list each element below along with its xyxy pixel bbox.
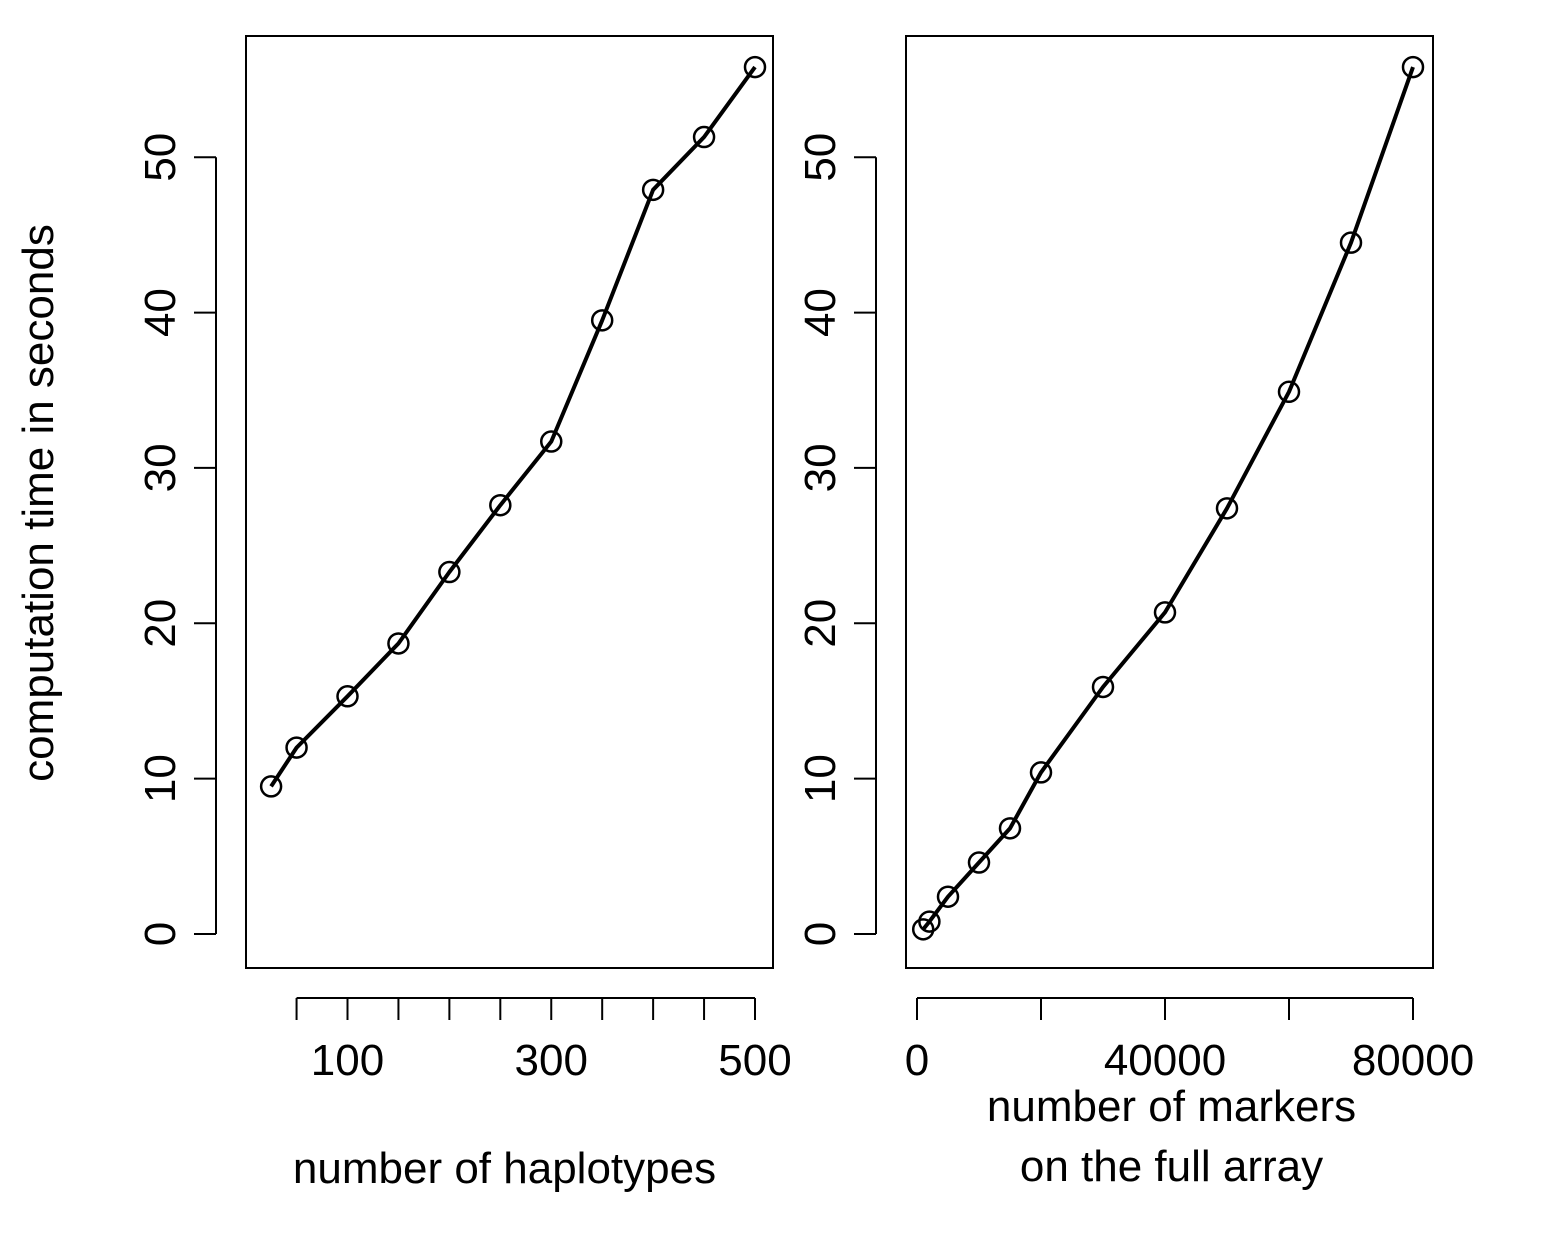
- y-tick-label: 20: [136, 599, 185, 648]
- x-tick-label: 100: [311, 1036, 384, 1085]
- data-point: [692, 125, 716, 149]
- y-axis-label: computation time in seconds: [14, 224, 63, 782]
- x-axis-label: on the full array: [1020, 1142, 1323, 1191]
- y-tick-label: 40: [136, 288, 185, 337]
- data-point: [1153, 601, 1177, 624]
- data-point: [918, 910, 941, 933]
- panel-haplotypes: 100 300 500 0 10 20 30 40 50 number of haplotypes: [136, 35, 792, 1193]
- y-tick-label: 50: [796, 133, 845, 182]
- data-point: [743, 55, 767, 79]
- y-tick-label: 0: [136, 922, 185, 946]
- data-point: [1277, 380, 1301, 404]
- panel-markers: 0 40000 80000 0 10 20 30 40 50 number of markers o…: [796, 35, 1474, 1191]
- y-tick-label: 40: [796, 288, 845, 337]
- data-point: [967, 851, 991, 874]
- y-tick-label: 50: [136, 133, 185, 182]
- y-tick-label: 20: [796, 599, 845, 648]
- data-point: [438, 560, 461, 584]
- data-point: [1091, 675, 1115, 699]
- data-point: [489, 493, 512, 517]
- data-point: [998, 817, 1022, 840]
- data-point: [387, 632, 410, 655]
- data-point: [1215, 497, 1239, 520]
- series-line: [269, 65, 757, 788]
- series-line: [921, 66, 1415, 931]
- data-point: [540, 430, 563, 453]
- data-point: [1029, 761, 1053, 784]
- data-point: [285, 736, 308, 759]
- x-tick-label: 80000: [1352, 1036, 1474, 1085]
- x-axis-label: number of haplotypes: [293, 1144, 716, 1193]
- data-point: [1339, 231, 1363, 254]
- x-tick-label: 40000: [1104, 1036, 1226, 1085]
- y-tick-label: 30: [136, 443, 185, 492]
- data-point: [259, 775, 283, 798]
- x-tick-label: 300: [515, 1036, 588, 1085]
- data-point: [641, 178, 665, 202]
- data-point: [590, 309, 614, 332]
- data-point: [336, 685, 359, 708]
- plot-frame: [905, 35, 1434, 969]
- y-tick-label: 10: [136, 754, 185, 803]
- data-point: [911, 918, 935, 941]
- data-point: [1401, 55, 1425, 79]
- y-tick-label: 30: [796, 443, 845, 492]
- x-tick-label: 500: [718, 1036, 791, 1085]
- y-tick-label: 10: [796, 754, 845, 803]
- x-tick-label: 0: [905, 1036, 929, 1085]
- data-point: [936, 885, 960, 908]
- plot-frame: [245, 35, 774, 969]
- x-axis-label: number of markers: [987, 1082, 1356, 1131]
- y-tick-label: 0: [796, 922, 845, 946]
